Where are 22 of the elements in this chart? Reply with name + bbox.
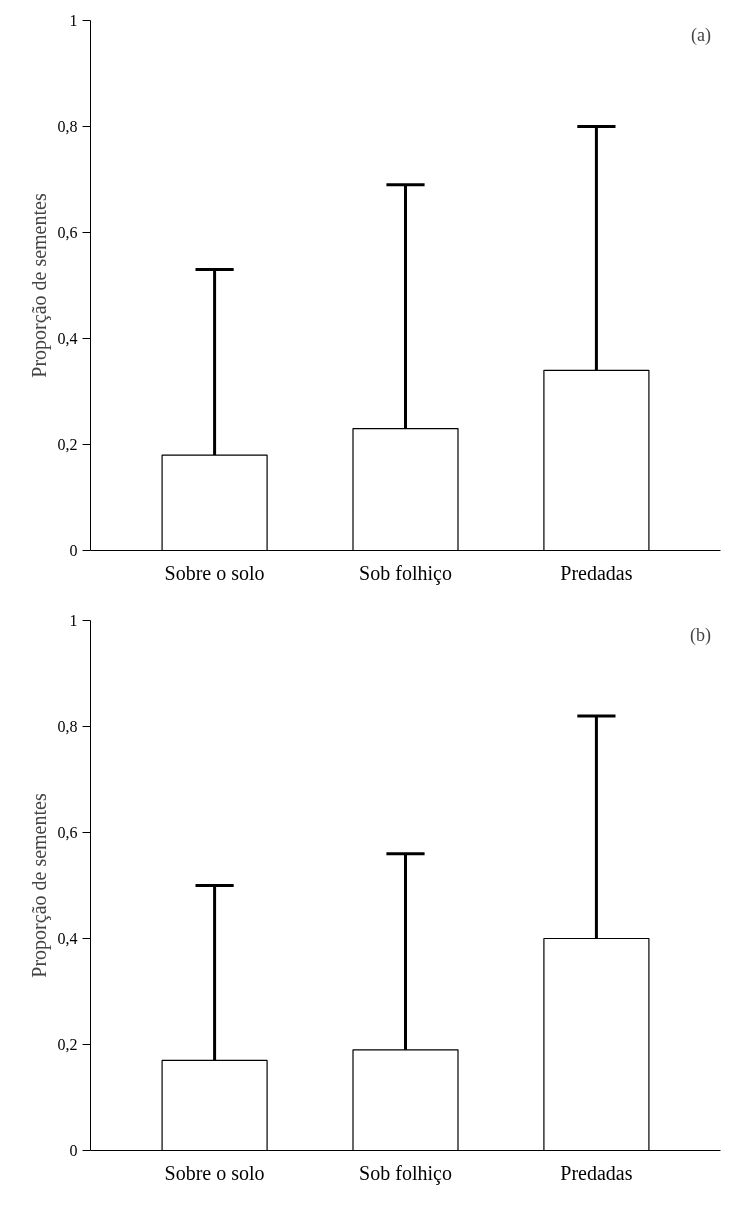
annotation: (a) bbox=[690, 24, 711, 46]
y-tick-label: 0,4 bbox=[57, 930, 78, 947]
y-tick-label: 0 bbox=[69, 542, 78, 559]
x-tick-label: Sobre o solo bbox=[164, 1161, 265, 1184]
x-tick-label: Predadas bbox=[560, 561, 633, 584]
y-tick-label: 1 bbox=[69, 12, 78, 29]
y-axis-title: Proporção de sementes bbox=[27, 793, 51, 978]
x-tick-label: Predadas bbox=[560, 1161, 633, 1184]
x-tick-label: Sobre o solo bbox=[164, 561, 265, 584]
y-axis-title: Proporção de sementes bbox=[27, 193, 51, 378]
x-tick-label: Sob folhiço bbox=[359, 1161, 452, 1185]
y-tick-label: 0,8 bbox=[57, 718, 78, 735]
y-tick-label: 0,2 bbox=[57, 436, 78, 453]
y-tick-label: 0 bbox=[69, 1142, 78, 1159]
y-tick-label: 0,8 bbox=[57, 118, 78, 135]
x-tick-label: Sob folhiço bbox=[359, 561, 452, 585]
y-tick-label: 1 bbox=[69, 612, 78, 629]
y-tick-label: 0,4 bbox=[57, 330, 78, 347]
annotation: (b) bbox=[689, 624, 711, 646]
y-tick-label: 0,6 bbox=[57, 224, 78, 241]
y-tick-label: 0,6 bbox=[57, 824, 78, 841]
y-tick-label: 0,2 bbox=[57, 1036, 78, 1053]
